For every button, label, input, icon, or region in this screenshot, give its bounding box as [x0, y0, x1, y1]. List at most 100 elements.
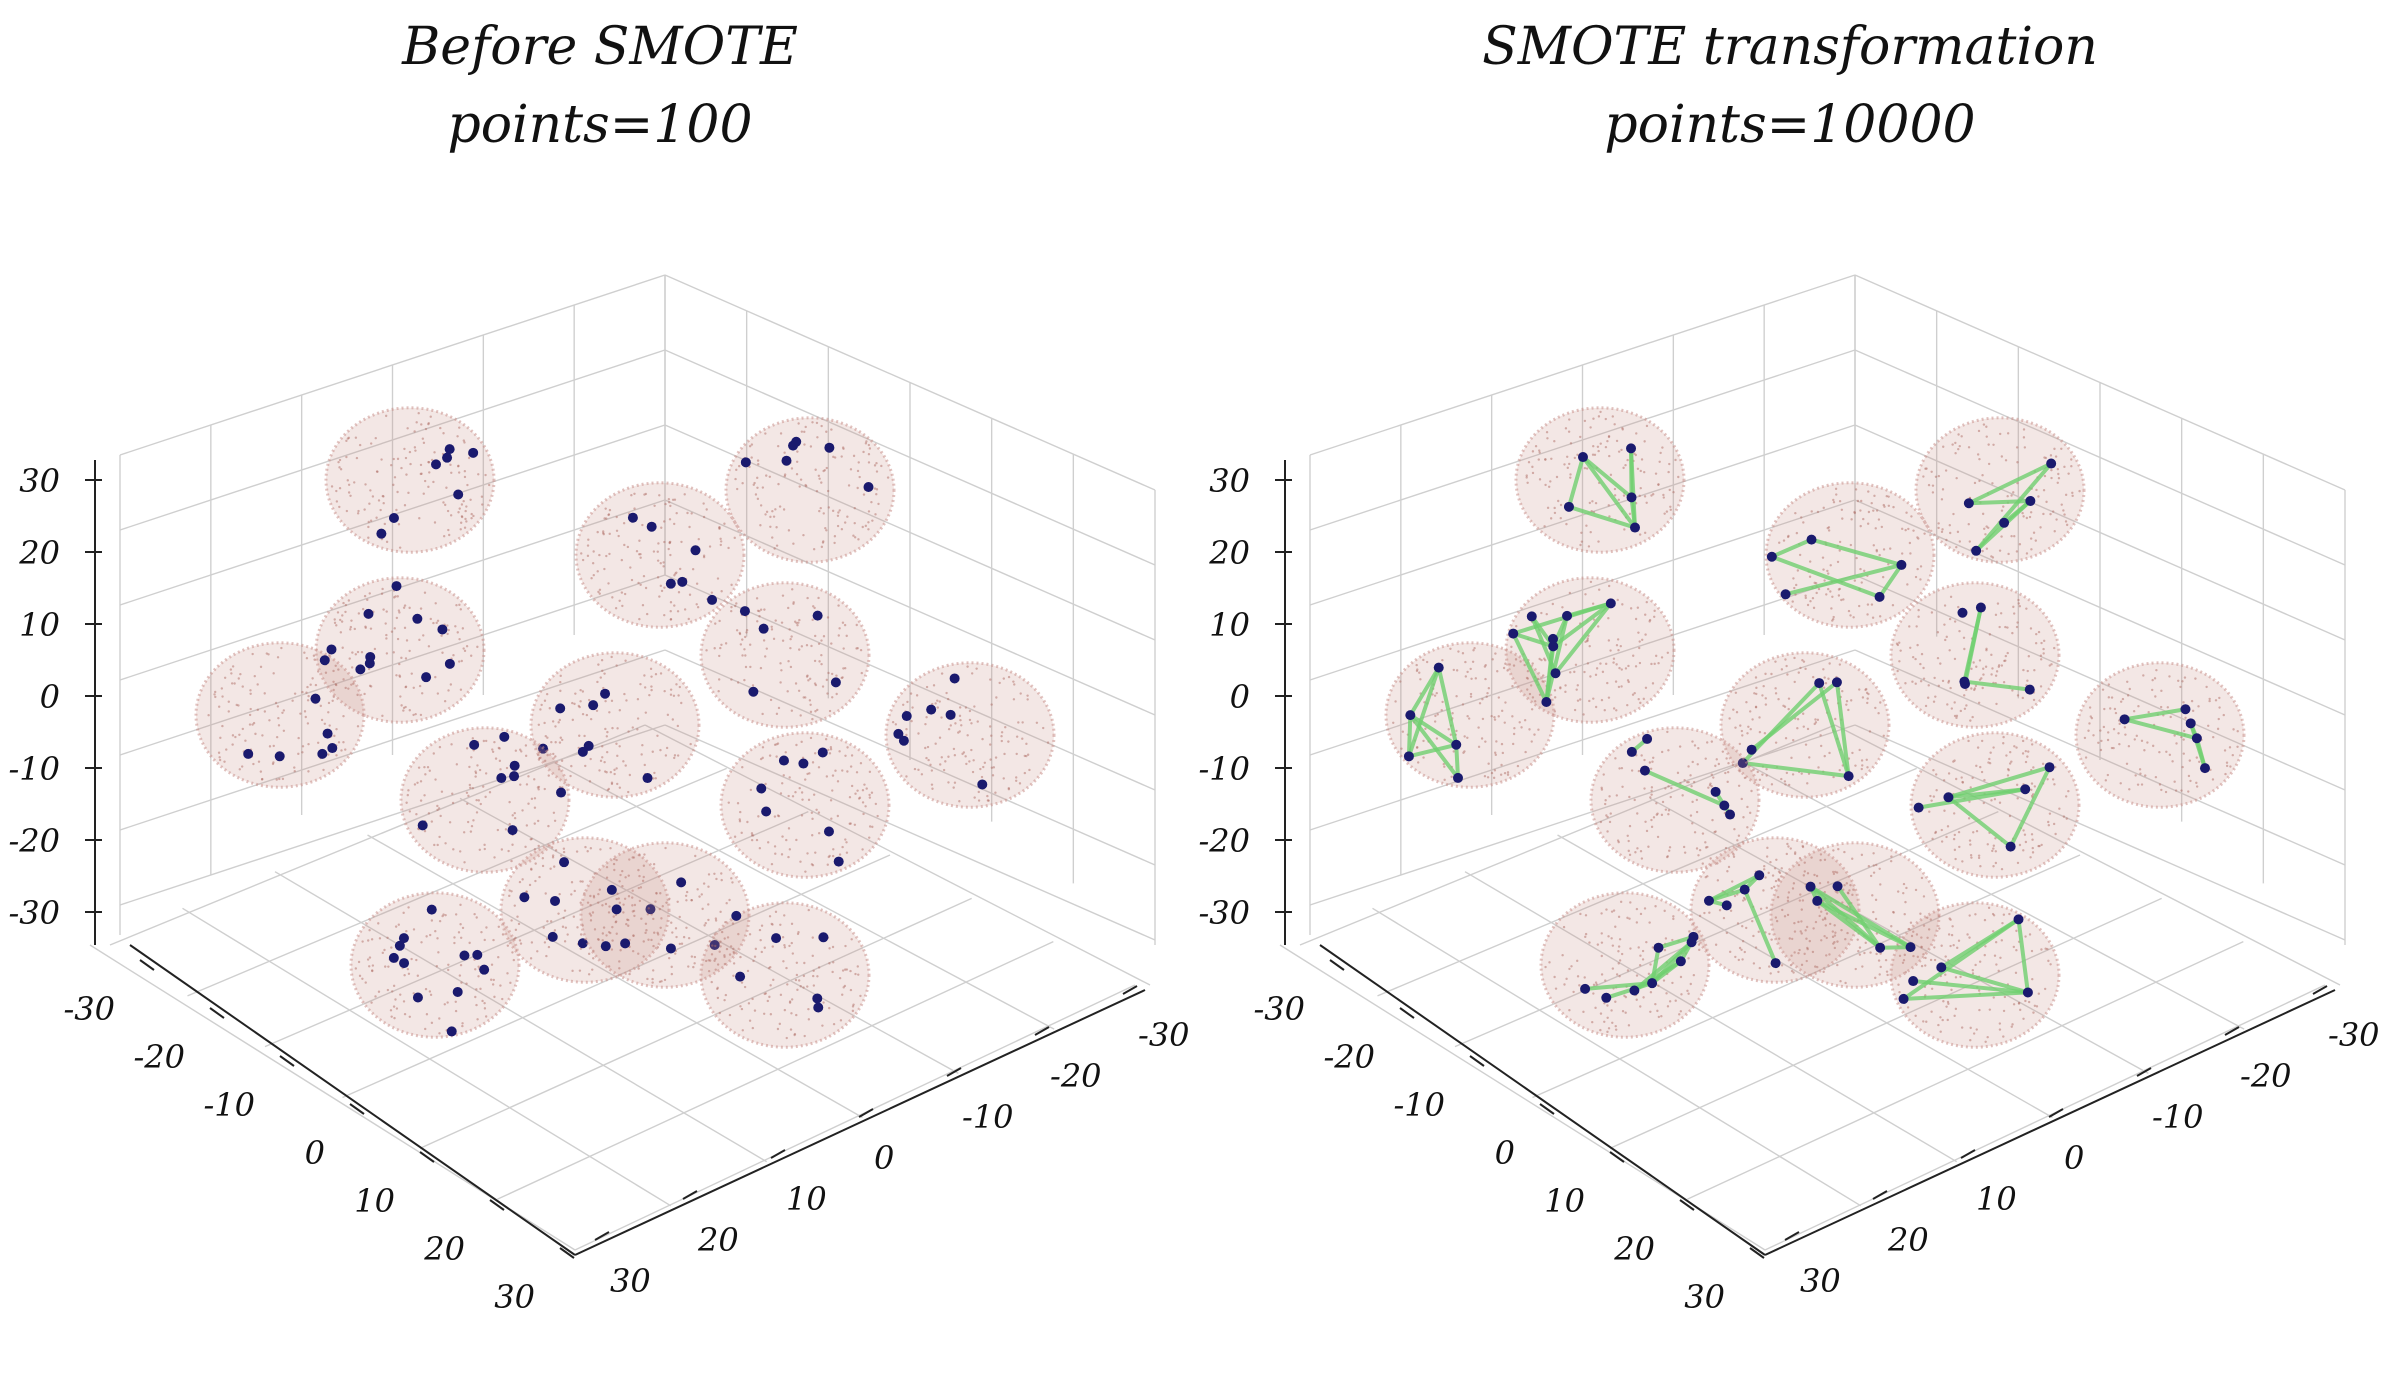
cloud-speck	[278, 777, 281, 781]
cloud-speck	[2225, 764, 2229, 768]
cloud-speck	[1603, 1002, 1606, 1005]
cloud-speck	[774, 910, 778, 914]
cloud-speck	[412, 686, 415, 690]
cloud-speck	[1553, 506, 1556, 510]
cloud-speck	[622, 903, 625, 906]
cloud-speck	[454, 1009, 458, 1013]
synthetic-segment	[1939, 917, 2021, 970]
cloud-speck	[1606, 1016, 1609, 1019]
cloud-speck	[945, 691, 948, 695]
cloud-speck	[1874, 917, 1878, 921]
cloud-speck	[683, 493, 686, 496]
cloud-speck	[1945, 538, 1948, 542]
cloud-speck	[2016, 621, 2019, 624]
cloud-speck	[972, 759, 975, 762]
cloud-speck	[1792, 971, 1795, 974]
cloud-speck	[2040, 948, 2043, 951]
cloud-speck	[1958, 629, 1961, 633]
cloud-speck	[276, 656, 280, 659]
cloud-speck	[758, 928, 762, 932]
y-tick-label: -10	[1393, 1086, 1445, 1124]
cloud-speck	[1978, 659, 1982, 662]
cloud-speck	[718, 619, 721, 623]
cloud-speck	[1819, 853, 1823, 856]
cloud-speck	[605, 750, 609, 754]
cloud-speck	[867, 521, 870, 524]
cloud-speck	[798, 786, 801, 790]
cloud-speck	[1683, 778, 1686, 782]
cloud-speck	[1503, 721, 1506, 724]
cloud-speck	[561, 738, 564, 742]
cloud-speck	[1617, 649, 1620, 652]
cloud-speck	[353, 627, 356, 631]
cloud-speck	[747, 1002, 751, 1005]
cloud-speck	[2159, 705, 2163, 709]
cloud-speck	[1599, 1028, 1602, 1032]
cloud-speck	[1527, 460, 1531, 464]
cloud-speck	[2035, 488, 2038, 492]
cluster	[1764, 481, 1936, 629]
cloud-speck	[762, 1012, 766, 1016]
cloud-speck	[688, 593, 692, 596]
synthetic-segment	[1566, 504, 1637, 530]
cloud-speck	[2142, 674, 2145, 677]
cloud-speck	[1979, 765, 1982, 769]
cloud-speck	[1787, 707, 1790, 711]
cloud-speck	[927, 758, 930, 762]
cloud-speck	[942, 768, 946, 772]
cloud-speck	[1933, 958, 1937, 962]
cloud-speck	[2009, 750, 2012, 754]
cloud-speck	[1422, 739, 1425, 743]
cloud-speck	[1469, 667, 1472, 671]
cloud-speck	[463, 649, 467, 653]
cloud-speck	[1802, 725, 1805, 728]
x-tick	[2136, 1067, 2152, 1077]
cloud-speck	[1731, 880, 1734, 883]
cloud-speck	[415, 813, 418, 816]
cloud-speck	[1969, 786, 1972, 789]
cloud-speck	[782, 774, 785, 777]
cloud-speck	[496, 828, 500, 832]
cloud-speck	[1639, 954, 1642, 957]
cloud-speck	[1604, 799, 1607, 802]
original-point	[364, 658, 375, 669]
cloud-speck	[494, 757, 498, 760]
cloud-speck	[554, 741, 557, 744]
cloud-speck	[1642, 697, 1645, 701]
cloud-speck	[751, 834, 755, 837]
cloud-speck	[408, 606, 411, 610]
cloud-speck	[1663, 909, 1666, 913]
original-point	[417, 820, 428, 831]
cloud-speck	[369, 627, 373, 630]
cloud-speck	[347, 436, 351, 440]
original-point	[606, 884, 617, 895]
cloud-speck	[1862, 517, 1865, 521]
cloud-speck	[970, 748, 973, 752]
cloud-speck	[867, 461, 871, 464]
cloud-speck	[400, 656, 403, 660]
cloud-speck	[775, 526, 778, 529]
cloud-speck	[735, 629, 739, 632]
cloud-speck	[1887, 563, 1890, 566]
cloud-speck	[831, 945, 835, 949]
cloud-speck	[1570, 965, 1573, 968]
cloud-speck	[870, 500, 873, 504]
cloud-speck	[1533, 733, 1536, 736]
cloud-speck	[1553, 440, 1556, 443]
cloud-speck	[638, 853, 641, 857]
cloud-speck	[2173, 780, 2176, 783]
cloud-speck	[1740, 729, 1744, 733]
cloud-speck	[1801, 899, 1805, 902]
cloud-speck	[1973, 481, 1977, 485]
cloud-speck	[554, 755, 557, 758]
cloud-speck	[2231, 753, 2234, 757]
cloud-speck	[599, 759, 603, 763]
cloud-speck	[573, 702, 576, 706]
cloud-speck	[1832, 942, 1835, 945]
cloud-speck	[627, 918, 630, 922]
cloud-speck	[249, 692, 252, 696]
synthetic-segment	[1962, 679, 2032, 692]
cluster-sphere	[1539, 891, 1711, 1039]
cloud-speck	[2071, 491, 2074, 495]
cloud-speck	[256, 708, 260, 712]
